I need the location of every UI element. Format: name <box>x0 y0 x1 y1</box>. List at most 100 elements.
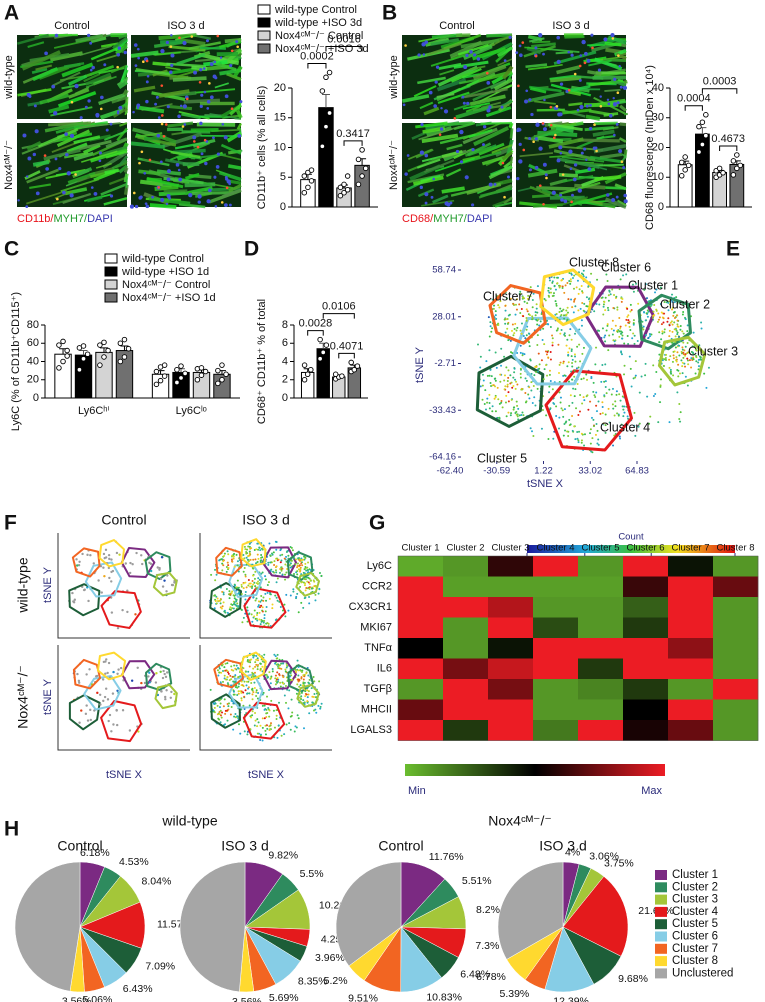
tsne-cell <box>284 563 287 566</box>
tsne-cell <box>111 692 115 695</box>
tsne-cell <box>221 569 224 572</box>
tsne-cell <box>302 699 305 702</box>
tsne-cell <box>564 429 567 432</box>
tsne-cell <box>627 321 630 324</box>
tsne-cell <box>536 387 539 390</box>
tsne-cell <box>557 343 560 346</box>
tsne-cell <box>594 433 597 436</box>
tsne-cell <box>612 444 615 447</box>
tsne-cell <box>671 360 674 363</box>
muscle-fiber <box>502 65 514 80</box>
tsne-cell <box>148 681 151 684</box>
tsne-cell <box>242 667 245 670</box>
muscle-fiber <box>503 196 513 205</box>
tsne-cell <box>591 308 594 311</box>
tsne-cell <box>265 673 268 676</box>
tsne-cell <box>233 715 236 718</box>
tsne-cell <box>302 576 305 579</box>
muscle-fiber <box>491 144 513 154</box>
tsne-cell <box>319 707 322 710</box>
tsne-cell <box>261 548 264 551</box>
tsne-cell <box>165 689 168 692</box>
tsne-cell <box>246 658 249 661</box>
tsne-cell <box>605 273 608 276</box>
tsne-cell <box>669 370 672 373</box>
tsne-cell <box>81 552 84 556</box>
tsne-cell <box>119 666 123 670</box>
data-point <box>198 372 205 378</box>
tsne-cell <box>671 300 674 303</box>
nucleus <box>206 107 210 110</box>
tsne-cell <box>590 450 593 453</box>
tsne-cell <box>506 383 509 386</box>
tsne-cell <box>296 566 299 569</box>
nucleus <box>58 167 62 171</box>
nucleus <box>615 122 619 126</box>
muscle-fiber <box>229 179 242 185</box>
tsne-cell <box>531 306 534 309</box>
tsne-cell <box>597 400 600 403</box>
tsne-cell <box>497 398 500 401</box>
muscle-fiber <box>588 59 612 67</box>
stained-cell <box>185 97 189 101</box>
nucleus <box>224 94 229 99</box>
tsne-cell <box>550 291 553 294</box>
tsne-cell <box>633 424 636 427</box>
tsne-cell <box>279 685 282 688</box>
p-value: 0.0016 <box>327 33 361 45</box>
stained-cell <box>570 200 573 204</box>
muscle-fiber <box>48 104 70 114</box>
nucleus <box>98 151 102 155</box>
cluster-outline <box>239 651 267 681</box>
tsne-cell <box>246 606 249 609</box>
tsne-cell <box>519 344 522 347</box>
tsne-cell <box>224 712 227 715</box>
muscle-fiber <box>426 126 453 137</box>
tsne-cell <box>558 363 561 366</box>
row-label: Nox4ᶜᴹ⁻/⁻ <box>3 140 15 190</box>
tsne-cell <box>548 373 551 376</box>
tsne-cell <box>240 708 243 711</box>
tsne-cell <box>256 668 259 671</box>
nucleus <box>90 186 94 189</box>
tsne-cell <box>564 421 567 424</box>
muscle-fiber <box>135 132 163 139</box>
tsne-cell <box>231 560 234 563</box>
tsne-cell <box>232 693 235 696</box>
pie-slice <box>179 861 246 993</box>
tsne-cell <box>235 598 238 601</box>
muscle-fiber <box>158 89 190 98</box>
muscle-fiber <box>589 155 623 164</box>
nucleus <box>461 95 465 99</box>
y-tick-label: 20 <box>274 82 286 94</box>
tsne-cell <box>686 330 689 333</box>
tsne-cell <box>246 692 249 695</box>
muscle-fiber <box>137 135 177 147</box>
tsne-cell <box>258 618 261 621</box>
tsne-cell <box>536 323 539 326</box>
value-label: 8.2% <box>476 904 500 916</box>
tsne-cell <box>237 723 240 726</box>
x-tick-label: -62.40 <box>437 466 464 477</box>
tsne-cell <box>209 688 212 691</box>
significance-bracket <box>719 145 738 151</box>
muscle-fiber <box>123 167 129 174</box>
tsne-cell <box>662 321 665 324</box>
row-label: TNFα <box>364 642 392 654</box>
heatmap-cell <box>443 679 489 700</box>
muscle-fiber <box>453 103 471 111</box>
tsne-cell <box>559 401 562 404</box>
tsne-cell <box>590 272 593 275</box>
tsne-cell <box>89 718 93 722</box>
nucleus <box>136 47 140 51</box>
tsne-cell <box>264 733 267 736</box>
heatmap-cell <box>533 556 579 577</box>
stained-cell <box>208 82 211 85</box>
tsne-cell <box>682 356 685 359</box>
stained-cell <box>438 133 442 136</box>
tsne-cell <box>303 578 306 581</box>
muscle-fiber <box>434 157 475 173</box>
tsne-cell <box>590 416 593 419</box>
tsne-cell <box>299 559 302 562</box>
tsne-cell <box>244 548 247 551</box>
